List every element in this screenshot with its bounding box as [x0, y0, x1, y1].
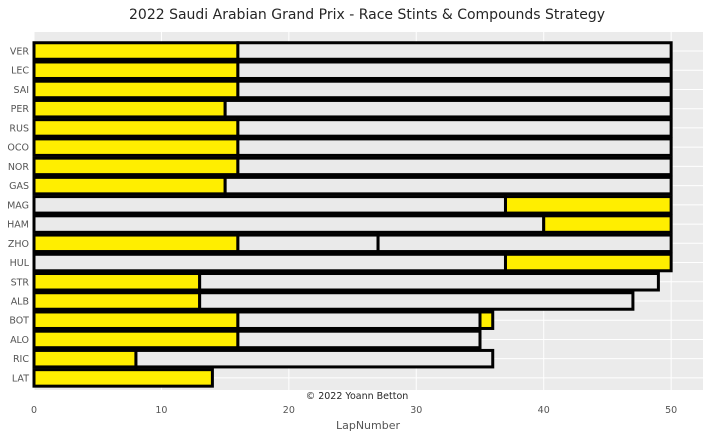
x-tick-labels: 0 10 20 30 40 50	[31, 405, 677, 416]
driver-label-ric: RIC	[13, 354, 29, 365]
driver-label-ver: VER	[10, 47, 30, 58]
stint-bar-nor-2	[236, 156, 673, 177]
stint-bar-oco-1	[32, 137, 240, 157]
stint-bar-sai-2	[236, 79, 673, 100]
driver-label-zho: ZHO	[8, 239, 29, 250]
stint-bar-mag-2	[503, 195, 673, 215]
stint-bar-zho-3	[376, 233, 673, 254]
stint-bar-zho-2	[236, 233, 380, 254]
x-tick-label: 30	[410, 405, 422, 416]
stint-bar-lec-2	[236, 60, 673, 80]
stint-bar-lat-1	[32, 368, 214, 388]
driver-label-bot: BOT	[9, 316, 29, 327]
stint-bar-alo-1	[32, 329, 240, 350]
y-tick-labels: VER LEC SAI PER RUS OCO NOR GAS MAG HAM ZHO HUL STR A…	[7, 47, 30, 385]
stint-bar-nor-1	[32, 156, 240, 177]
x-tick-label: 50	[665, 405, 677, 416]
stint-bar-rus-1	[32, 118, 240, 138]
stint-bar-alb-2	[198, 291, 635, 311]
driver-label-str: STR	[11, 277, 30, 288]
driver-label-alo: ALO	[10, 335, 29, 346]
stint-bar-alb-1	[32, 291, 202, 311]
driver-label-rus: RUS	[9, 123, 29, 134]
driver-label-ham: HAM	[7, 220, 29, 231]
driver-label-nor: NOR	[8, 162, 30, 173]
stint-bar-hul-2	[503, 252, 673, 273]
driver-label-hul: HUL	[10, 258, 30, 269]
stint-bar-per-1	[32, 98, 227, 119]
x-tick-label: 0	[31, 405, 37, 416]
stint-bar-ver-1	[32, 41, 240, 61]
stint-bar-oco-2	[236, 137, 673, 157]
stint-bar-hul-1	[32, 252, 507, 273]
driver-label-lec: LEC	[11, 66, 29, 77]
stint-bar-ric-1	[32, 348, 138, 369]
stint-bar-mag-1	[32, 195, 507, 215]
stint-bar-str-2	[198, 272, 660, 292]
stint-bar-rus-2	[236, 118, 673, 138]
driver-label-per: PER	[11, 104, 30, 115]
stint-bar-bot-2	[236, 310, 482, 330]
x-tick-label: 10	[155, 405, 167, 416]
driver-label-sai: SAI	[13, 85, 29, 96]
stint-bar-ham-1	[32, 214, 546, 234]
credit-annotation: © 2022 Yoann Betton	[306, 391, 409, 402]
stint-bar-alo-2	[236, 329, 482, 350]
stint-bars	[32, 41, 673, 388]
x-tick-label: 20	[283, 405, 295, 416]
driver-label-oco: OCO	[7, 143, 29, 154]
stint-bar-ham-2	[542, 214, 673, 234]
stint-bar-lec-1	[32, 60, 240, 80]
x-tick-label: 40	[538, 405, 550, 416]
stint-bar-bot-3	[478, 310, 495, 330]
x-axis-label: LapNumber	[336, 419, 401, 432]
driver-label-alb: ALB	[11, 296, 29, 307]
stint-bar-str-1	[32, 272, 202, 292]
driver-label-gas: GAS	[9, 181, 29, 192]
stint-bar-gas-1	[32, 175, 227, 196]
stint-bar-zho-1	[32, 233, 240, 254]
driver-label-mag: MAG	[7, 200, 29, 211]
stint-bar-per-2	[223, 98, 673, 119]
stint-bar-sai-1	[32, 79, 240, 100]
stint-bar-ric-2	[134, 348, 495, 369]
chart-title: 2022 Saudi Arabian Grand Prix - Race Sti…	[129, 7, 605, 23]
stint-bar-bot-1	[32, 310, 240, 330]
driver-label-lat: LAT	[12, 373, 29, 384]
stint-bar-ver-2	[236, 41, 673, 61]
stint-bar-gas-2	[223, 175, 673, 196]
